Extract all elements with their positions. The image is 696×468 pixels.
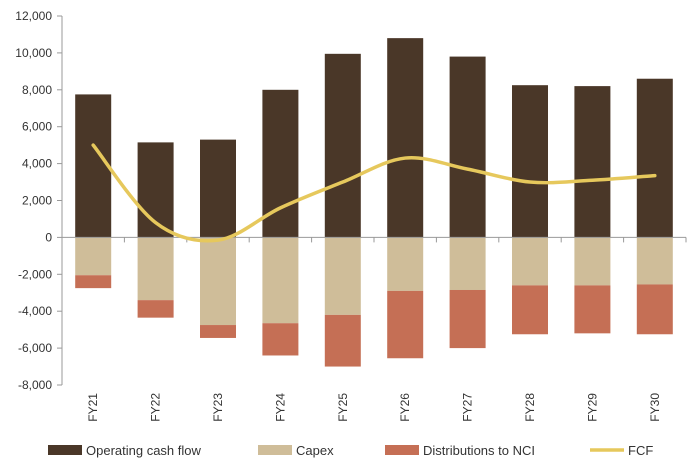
bar-distributions-to-nci (262, 323, 299, 356)
legend-label: Capex (296, 443, 334, 458)
x-tick-label: FY21 (86, 393, 100, 422)
bar-distributions-to-nci (324, 314, 361, 367)
y-tick-label: 6,000 (22, 120, 52, 134)
bar-distributions-to-nci (200, 325, 236, 338)
bar-capex (75, 237, 112, 276)
x-tick-label: FY26 (398, 393, 412, 422)
bar-operating-cash-flow (75, 94, 112, 238)
x-tick-label: FY28 (523, 393, 537, 422)
legend-label: Operating cash flow (86, 443, 202, 458)
y-tick-label: 4,000 (22, 157, 52, 171)
bar-capex (574, 237, 611, 286)
x-tick-label: FY24 (273, 393, 287, 422)
legend-label: Distributions to NCI (423, 443, 535, 458)
y-axis-ticks: 12,000 10,000 8,000 6,000 4,000 2,000 0 -2,000 -… (15, 9, 62, 392)
bar-capex (137, 237, 174, 301)
x-tick-label: FY22 (149, 393, 163, 422)
y-tick-label: 2,000 (22, 194, 52, 208)
x-tick-label: FY30 (648, 393, 662, 422)
y-tick-label: 8,000 (22, 83, 52, 97)
x-tick-label: FY27 (461, 393, 475, 422)
y-tick-label: -2,000 (18, 267, 52, 281)
x-tick-label: FY29 (585, 393, 599, 422)
y-tick-label: 12,000 (15, 9, 52, 23)
x-tick-label: FY23 (211, 393, 225, 422)
bar-distributions-to-nci (574, 285, 611, 334)
bar-distributions-to-nci (636, 284, 673, 335)
x-tick-label: FY25 (336, 393, 350, 422)
bar-operating-cash-flow (200, 139, 236, 238)
bar-capex (324, 237, 361, 315)
bar-distributions-to-nci (512, 285, 548, 335)
bar-distributions-to-nci (387, 290, 424, 359)
bar-operating-cash-flow (636, 78, 673, 238)
bar-operating-cash-flow (387, 38, 424, 238)
bar-capex (512, 237, 548, 286)
bar-capex (387, 237, 424, 291)
bar-operating-cash-flow (574, 86, 611, 238)
bar-capex (262, 237, 299, 324)
y-tick-label: -4,000 (18, 304, 52, 318)
bar-operating-cash-flow (512, 85, 548, 238)
legend-swatch (258, 445, 292, 455)
bar-distributions-to-nci (75, 275, 112, 289)
bar-operating-cash-flow (449, 56, 486, 238)
legend-label: FCF (628, 443, 653, 458)
bar-capex (449, 237, 486, 290)
y-tick-label: 0 (45, 230, 52, 244)
bars (75, 38, 673, 367)
fcf-line (91, 143, 657, 243)
y-tick-label: 10,000 (15, 46, 52, 60)
bar-distributions-to-nci (137, 300, 174, 318)
bar-operating-cash-flow (324, 53, 361, 238)
y-tick-label: -8,000 (18, 378, 52, 392)
legend-swatch (385, 445, 419, 455)
y-tick-label: -6,000 (18, 341, 52, 355)
legend: Operating cash flow Capex Distributions to… (48, 443, 653, 458)
legend-swatch (48, 445, 82, 455)
bar-distributions-to-nci (449, 289, 486, 349)
bar-capex (636, 237, 673, 285)
x-axis: FY21 FY22 FY23 FY24 FY25 FY26 FY27 FY28 FY29 FY30 (61, 236, 687, 422)
bar-capex (200, 237, 236, 326)
fcf-line-layer (91, 143, 657, 243)
